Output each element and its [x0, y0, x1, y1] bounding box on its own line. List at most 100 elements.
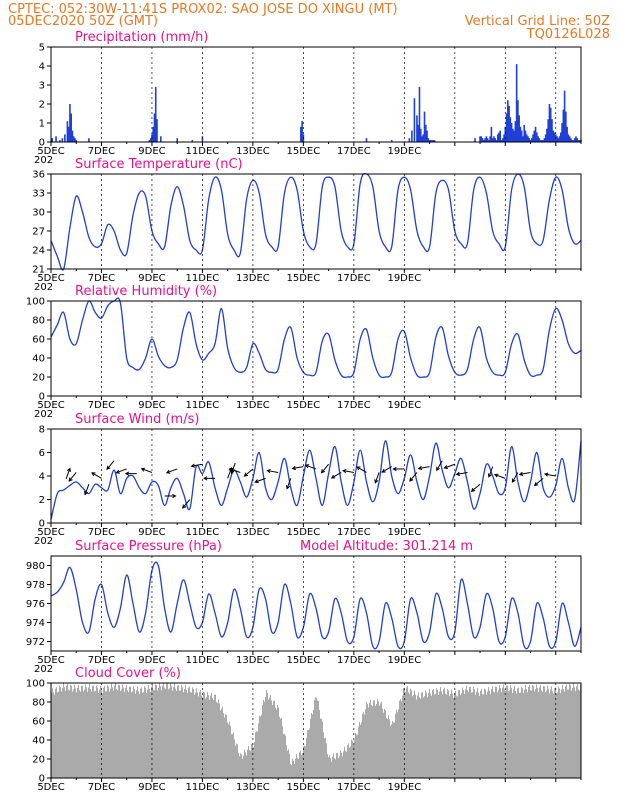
- cloud-column: [283, 734, 284, 778]
- cloud-column: [181, 684, 182, 778]
- cloud-column: [257, 731, 258, 778]
- cloud-column: [240, 753, 241, 778]
- cloud-column: [571, 690, 572, 778]
- precip-bar: [59, 140, 61, 142]
- cloud-column: [239, 756, 240, 778]
- cloud-column: [301, 755, 302, 778]
- cloud-column: [98, 692, 99, 778]
- precip-bar: [428, 140, 431, 142]
- precip-bar: [426, 130, 428, 142]
- wind-y-tick-label: 4: [39, 472, 45, 483]
- precip-bar: [493, 136, 495, 142]
- cloud-column: [471, 692, 472, 778]
- cloud-column: [414, 690, 415, 778]
- cloud-column: [86, 687, 87, 778]
- cloud-column: [204, 692, 205, 778]
- cloud-column: [232, 734, 233, 778]
- cloud-column: [331, 761, 332, 778]
- cloud-column: [231, 734, 232, 778]
- cloud-column: [564, 691, 565, 778]
- cloud-column: [133, 686, 134, 778]
- precip-bar: [417, 124, 420, 142]
- cloud-column: [448, 690, 449, 778]
- cloud-column: [332, 756, 333, 778]
- cloud-column: [304, 745, 305, 778]
- wind-arrow-head: [84, 491, 89, 496]
- wind-arrow-head: [381, 468, 386, 473]
- wind-arrow: [471, 483, 481, 492]
- cloud-y-tick-label: 40: [32, 736, 45, 747]
- cloud-column: [576, 686, 577, 778]
- cloud-column: [272, 704, 273, 778]
- cloud-column: [54, 694, 55, 778]
- precip-bar: [551, 119, 553, 142]
- cloud-column: [102, 693, 103, 778]
- cloud-column: [575, 691, 576, 778]
- wind-arrow: [84, 484, 90, 495]
- humidity-y-tick-label: 40: [32, 354, 45, 365]
- cloud-column: [423, 697, 424, 778]
- cloud-column: [501, 692, 502, 778]
- cloud-column: [234, 739, 235, 778]
- cloud-column: [431, 695, 432, 778]
- cloud-column: [477, 687, 478, 778]
- pressure-x-tick-label: 9DEC: [138, 655, 165, 666]
- cloud-column: [519, 693, 520, 778]
- cloud-column: [200, 689, 201, 778]
- cloud-column: [276, 709, 277, 778]
- cloud-column: [260, 716, 261, 778]
- precip-bar: [525, 134, 528, 142]
- cloud-column: [366, 701, 367, 778]
- cloud-column: [328, 757, 329, 778]
- temperature-y-tick-label: 27: [32, 227, 45, 238]
- wind-arrow: [456, 471, 468, 475]
- cloud-column: [126, 684, 127, 778]
- cloud-column: [128, 692, 129, 778]
- cloud-column: [523, 693, 524, 778]
- wind-arrow-head: [91, 472, 96, 477]
- wind-y-tick-label: 8: [39, 425, 45, 436]
- cloud-column: [141, 687, 142, 778]
- cloud-column: [160, 686, 161, 778]
- precip-bar: [519, 126, 522, 142]
- temperature-title: Surface Temperature (nC): [75, 157, 243, 172]
- wind-x-tick-label: 7DEC: [88, 527, 115, 538]
- cloud-column: [400, 699, 401, 778]
- temperature-x-tick-label: 15DEC: [287, 273, 321, 284]
- wind-arrow-head: [487, 473, 492, 478]
- cloud-column: [137, 686, 138, 778]
- precip-bar: [572, 140, 575, 142]
- cloud-column: [521, 686, 522, 778]
- cloud-column: [315, 697, 316, 778]
- cloud-column: [156, 685, 157, 778]
- precip-y-tick-label: 2: [39, 100, 45, 111]
- wind-arrow-head: [124, 471, 130, 476]
- cloud-column: [150, 691, 151, 778]
- cloud-panel: 0 20 40 60 80 100 5DEC 7DEC 9DEC 11DEC 13DEC 15DEC 1…: [26, 679, 582, 793]
- cloud-column: [278, 707, 279, 778]
- cloud-column: [378, 701, 379, 778]
- cloud-column: [375, 705, 376, 778]
- wind-arrow-head: [243, 472, 249, 477]
- precip-bar: [494, 138, 496, 142]
- wind-arrow: [436, 460, 443, 471]
- cloud-column: [91, 691, 92, 778]
- cloud-column: [173, 686, 174, 778]
- precip-bar: [530, 138, 533, 142]
- cloud-column: [97, 687, 98, 778]
- wind-arrow-head: [115, 469, 120, 474]
- cloud-column: [391, 724, 392, 778]
- cloud-column: [349, 747, 350, 778]
- cloud-column: [192, 687, 193, 778]
- precip-bar: [490, 126, 493, 142]
- cloud-column: [220, 710, 221, 778]
- humidity-y-tick-label: 60: [32, 335, 45, 346]
- cloud-column: [249, 750, 250, 778]
- cloud-column: [109, 691, 110, 778]
- pressure-title: Surface Pressure (hPa): [75, 539, 222, 554]
- cloud-column: [78, 684, 79, 778]
- cloud-column: [484, 688, 485, 778]
- wind-arrow: [91, 472, 102, 479]
- cloud-column: [111, 683, 112, 778]
- cloud-column: [386, 717, 387, 778]
